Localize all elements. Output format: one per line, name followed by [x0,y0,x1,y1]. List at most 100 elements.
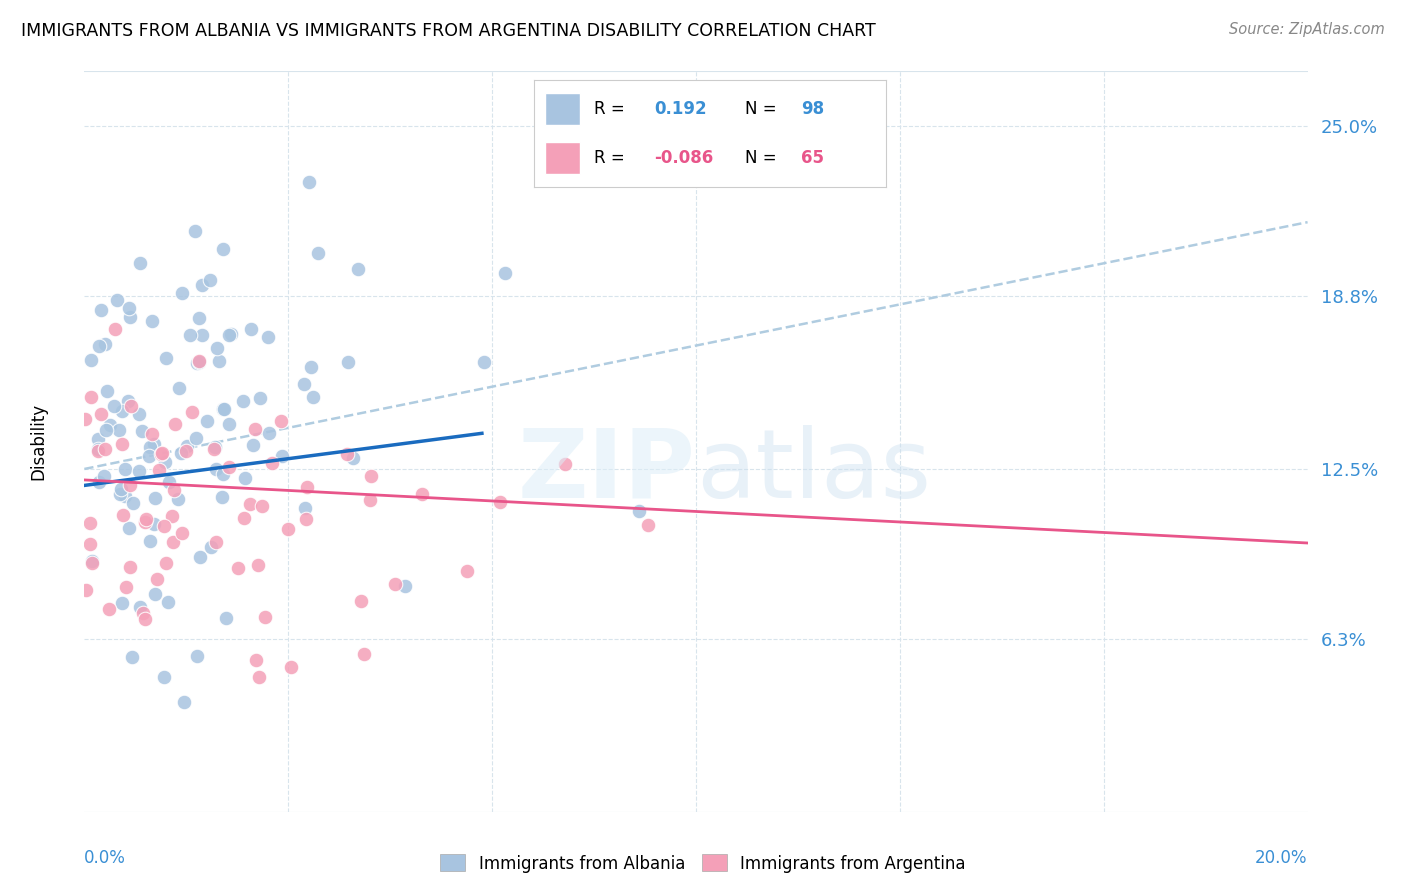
Text: -0.086: -0.086 [654,150,713,168]
Point [150,446,173,460]
Point [128,464,150,478]
Point [253,610,276,624]
Point [250,500,273,514]
Point [80,390,103,404]
Point [153,519,176,533]
Text: atlas: atlas [696,425,931,517]
Point [394,579,416,593]
Point [111,404,134,418]
Point [117,521,139,535]
Text: 65: 65 [801,150,824,168]
Point [212,467,235,481]
Point [174,443,197,458]
Point [218,460,240,475]
Bar [544,93,579,125]
Point [108,486,131,500]
Point [89,475,111,489]
Point [239,322,262,336]
Point [90,407,112,421]
Point [94,337,117,351]
Point [472,355,495,369]
Point [204,442,226,456]
Point [112,508,135,522]
Point [96,384,118,398]
Point [183,224,205,238]
Point [138,449,160,463]
Point [121,650,143,665]
Point [146,572,169,586]
Point [118,559,141,574]
Point [166,491,188,506]
Bar [544,143,579,175]
Point [165,417,187,431]
Point [212,402,235,417]
Point [353,647,375,661]
Point [232,393,254,408]
Point [105,293,128,307]
Point [186,648,208,663]
Point [148,463,170,477]
Text: N =: N = [745,100,776,118]
Point [122,496,145,510]
Point [118,301,141,316]
Point [280,660,302,674]
Point [218,417,240,432]
Text: 20.0%: 20.0% [1256,849,1308,867]
Point [299,359,322,374]
Point [115,580,138,594]
Text: 0.0%: 0.0% [84,849,127,867]
Point [143,587,166,601]
Text: N =: N = [745,150,776,168]
Point [347,261,370,276]
Point [295,480,318,494]
Point [139,533,162,548]
Point [155,455,177,469]
Point [245,653,267,667]
Point [80,353,103,368]
Point [90,303,112,318]
Text: 98: 98 [801,100,824,118]
Point [94,442,117,456]
Point [384,577,406,591]
Point [190,328,212,343]
Point [129,255,152,269]
Point [75,582,97,597]
Point [191,277,214,292]
Point [79,537,101,551]
Point [360,469,382,483]
Point [205,534,228,549]
Text: Source: ZipAtlas.com: Source: ZipAtlas.com [1229,22,1385,37]
Point [554,457,576,471]
Point [131,424,153,438]
Point [219,326,242,341]
Point [170,525,193,540]
Point [111,596,134,610]
Point [142,437,165,451]
Point [218,328,240,343]
Point [200,540,222,554]
Point [277,522,299,536]
Point [157,594,180,608]
Point [257,330,280,344]
Text: 0.192: 0.192 [654,100,706,118]
Point [186,431,208,445]
Point [249,391,271,405]
Point [186,357,208,371]
Point [179,327,201,342]
Point [208,354,231,368]
Point [337,355,360,369]
Point [141,427,163,442]
Point [342,451,364,466]
Point [292,377,315,392]
Point [87,432,110,446]
Point [170,446,193,460]
Point [195,413,218,427]
Point [180,405,202,419]
Point [87,444,110,458]
Point [336,447,359,461]
Point [211,242,233,256]
Point [108,423,131,437]
Point [211,490,233,504]
Point [87,338,110,352]
Point [110,437,132,451]
